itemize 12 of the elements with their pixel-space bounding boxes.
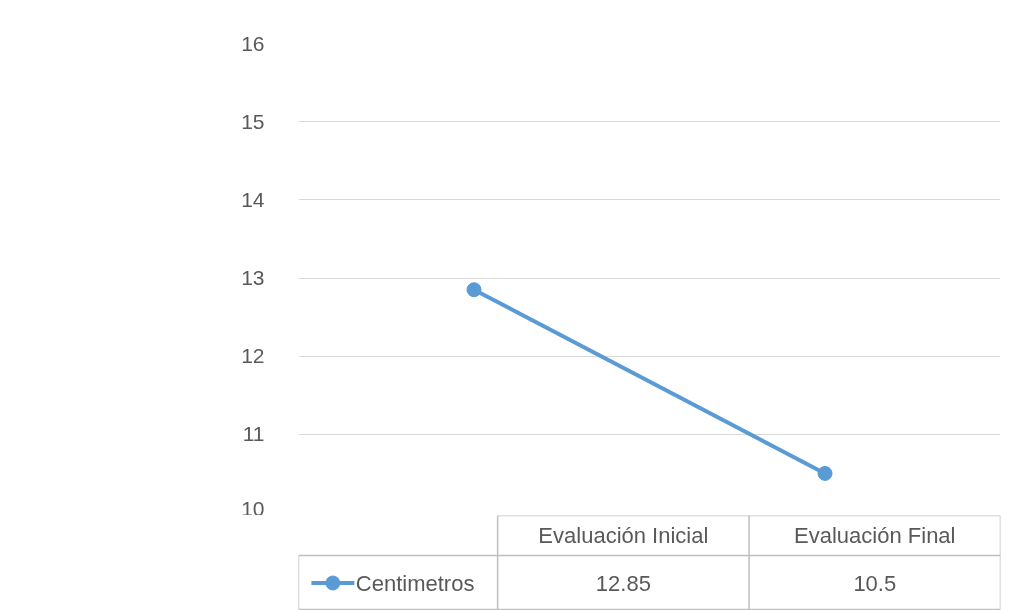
legend-label: Centimetros <box>355 570 475 596</box>
data-label: 10.5 <box>853 570 897 596</box>
y-tick-label: 16 <box>241 31 265 55</box>
y-tick-label: 10 <box>241 496 265 520</box>
y-tick-label: 13 <box>241 266 265 289</box>
y-tick-label: 15 <box>241 109 265 133</box>
y-tick-label: 12 <box>241 344 265 368</box>
x-tick-label: Evaluación Final <box>794 523 956 548</box>
y-tick-label: 11 <box>242 422 265 446</box>
data-label: 12.85 <box>595 570 651 596</box>
x-tick-label: Evaluación Inicial <box>538 523 709 548</box>
y-tick-label: 14 <box>241 187 265 211</box>
